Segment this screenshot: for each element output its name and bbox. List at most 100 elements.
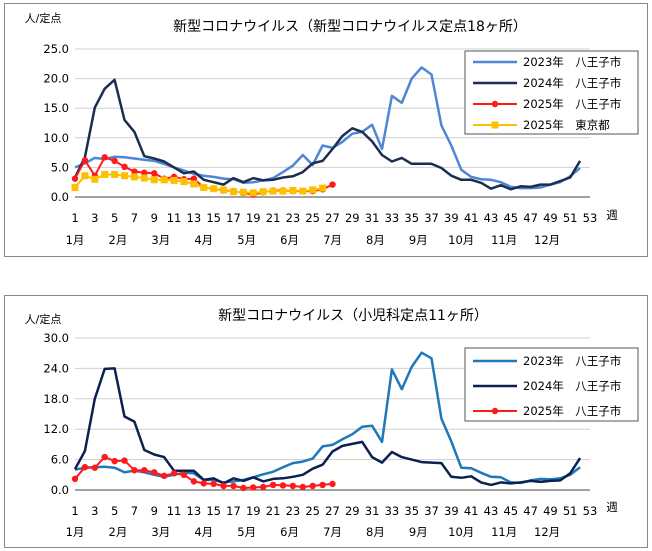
month-label: 12月 [534, 525, 560, 539]
x-tick-label: 17 [226, 211, 241, 225]
data-point [160, 472, 168, 480]
x-tick-label: 47 [523, 211, 538, 225]
x-tick-label: 3 [91, 504, 98, 518]
data-point [210, 185, 218, 193]
month-label: 8月 [366, 525, 385, 539]
data-point [269, 481, 277, 489]
chart-panel-pediatric: 新型コロナウイルス（小児科定点11ヶ所） 人/定点 0.0 6.0 12.0 18.0 24… [4, 295, 648, 548]
x-tick-label: 27 [325, 504, 340, 518]
data-point [91, 175, 99, 183]
legend-label: 2025年 八王子市 [523, 404, 621, 418]
data-point [279, 187, 287, 195]
y-tick-label: 0.0 [51, 483, 69, 497]
data-point [230, 482, 237, 490]
x-tick-label: 7 [131, 211, 138, 225]
x-tick-label: 15 [206, 211, 221, 225]
x-tick-label: 1 [71, 504, 78, 518]
x-tick-label: 47 [523, 504, 538, 518]
legend-marker [491, 100, 499, 108]
x-tick-label: 25 [305, 211, 320, 225]
month-label: 9月 [409, 233, 428, 247]
data-point [71, 184, 79, 192]
x-tick-label: 29 [345, 504, 360, 518]
x-tick-label: 33 [385, 211, 400, 225]
x-tick-label: 35 [404, 504, 419, 518]
data-point [160, 176, 168, 184]
y-tick-label: 10.0 [43, 131, 69, 145]
x-tick-label: 13 [187, 504, 202, 518]
legend-box [464, 50, 639, 135]
x-tick-label: 27 [325, 211, 340, 225]
data-point [81, 172, 89, 180]
chart-title: 新型コロナウイルス（小児科定点11ヶ所） [218, 308, 488, 324]
data-point [170, 176, 178, 184]
month-label: 1月 [66, 525, 85, 539]
x-tick-label: 19 [246, 504, 261, 518]
chart-panel-sentinel: 新型コロナウイルス（新型コロナウイルス定点18ヶ所） 人/定点 0.0 5.0 10.0… [4, 3, 648, 257]
data-point [200, 480, 207, 487]
data-point [81, 464, 89, 471]
sentinel-chart: 新型コロナウイルス（新型コロナウイルス定点18ヶ所） 人/定点 0.0 5.0 10.0… [25, 11, 639, 247]
data-point [151, 469, 158, 476]
x-tick-label: 19 [246, 211, 261, 225]
data-point [140, 174, 148, 182]
month-label: 10月 [448, 525, 474, 539]
y-tick-label: 30.0 [43, 331, 69, 345]
data-point [309, 186, 317, 194]
data-point [141, 467, 148, 474]
x-tick-label: 1 [71, 211, 78, 225]
month-label: 4月 [194, 233, 213, 247]
x-axis-label: 週 [606, 208, 618, 222]
data-point [91, 464, 99, 471]
series-line-0 [74, 66, 581, 190]
data-point [151, 170, 158, 177]
data-point [121, 457, 128, 464]
y-tick-label: 20.0 [43, 72, 69, 86]
month-label: 9月 [409, 525, 428, 539]
data-point [319, 481, 326, 489]
data-point [210, 480, 217, 488]
x-tick-label: 41 [464, 211, 479, 225]
x-tick-label: 17 [226, 504, 241, 518]
x-tick-label: 39 [444, 211, 459, 225]
x-tick-label: 45 [503, 504, 518, 518]
data-point [309, 482, 316, 490]
y-tick-label: 0.0 [51, 190, 69, 204]
month-label: 6月 [280, 233, 299, 247]
month-label: 12月 [534, 233, 560, 247]
month-label: 5月 [237, 525, 256, 539]
x-tick-label: 21 [266, 504, 281, 518]
x-tick-label: 31 [365, 211, 380, 225]
x-tick-label: 15 [206, 504, 221, 518]
x-tick-label: 41 [464, 504, 479, 518]
series-line-1 [73, 78, 582, 191]
data-point [200, 184, 208, 192]
x-tick-label: 53 [583, 504, 598, 518]
x-tick-label: 37 [424, 504, 439, 518]
data-point [240, 484, 247, 492]
data-point [131, 467, 138, 474]
data-point [130, 173, 138, 181]
month-label: 3月 [151, 525, 170, 539]
data-point [71, 475, 79, 483]
data-point [299, 483, 306, 491]
x-tick-label: 33 [385, 504, 400, 518]
x-tick-label: 13 [187, 211, 202, 225]
x-tick-label: 49 [543, 211, 558, 225]
data-point [250, 484, 257, 491]
data-point [111, 157, 118, 165]
data-point [190, 180, 198, 188]
y-tick-label: 6.0 [51, 453, 69, 467]
data-point [111, 171, 119, 179]
x-tick-label: 23 [286, 504, 301, 518]
x-tick-label: 25 [305, 504, 320, 518]
month-label: 7月 [323, 525, 342, 539]
y-tick-label: 12.0 [43, 422, 69, 436]
month-label: 8月 [366, 233, 385, 247]
legend-label: 2023年 八王子市 [523, 55, 621, 69]
data-point [190, 478, 198, 485]
data-point [111, 457, 118, 465]
x-tick-label: 49 [543, 504, 558, 518]
data-point [239, 188, 247, 196]
data-point [180, 471, 188, 478]
